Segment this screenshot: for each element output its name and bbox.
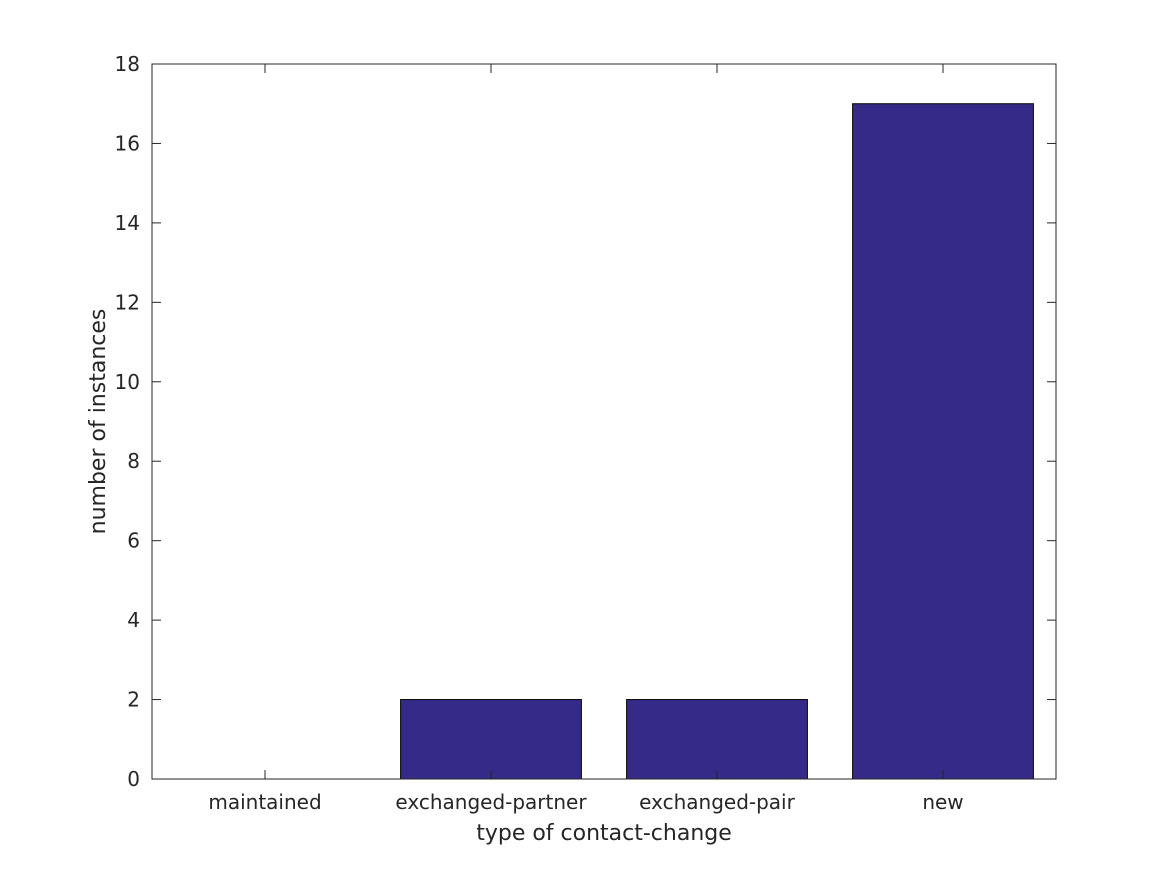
bar-group xyxy=(400,103,1034,780)
x-tick-label: exchanged-pair xyxy=(639,790,795,814)
y-tick-label: 2 xyxy=(127,688,140,712)
y-tick-label: 0 xyxy=(127,767,140,791)
y-tick-label: 6 xyxy=(127,529,140,553)
tick-label-group: maintained exchanged-partner exchanged-pai… xyxy=(115,52,964,814)
y-axis-title: number of instances xyxy=(86,309,111,535)
bar-exchanged-partner xyxy=(400,699,582,780)
bar-new xyxy=(852,103,1034,780)
x-tick-label: maintained xyxy=(208,790,321,814)
x-tick-label: new xyxy=(922,790,963,814)
tick-group xyxy=(152,63,1056,780)
y-tick-label: 16 xyxy=(115,131,140,155)
bar-exchanged-pair xyxy=(626,699,808,780)
x-axis-title: type of contact-change xyxy=(476,821,732,846)
plot-frame xyxy=(151,63,1057,780)
y-tick-label: 14 xyxy=(115,211,140,235)
x-tick-label: exchanged-partner xyxy=(395,790,587,814)
y-tick-label: 18 xyxy=(115,52,140,76)
y-tick-label: 4 xyxy=(127,608,140,632)
y-tick-label: 12 xyxy=(115,290,140,314)
y-tick-label: 10 xyxy=(115,370,140,394)
y-tick-label: 8 xyxy=(127,449,140,473)
